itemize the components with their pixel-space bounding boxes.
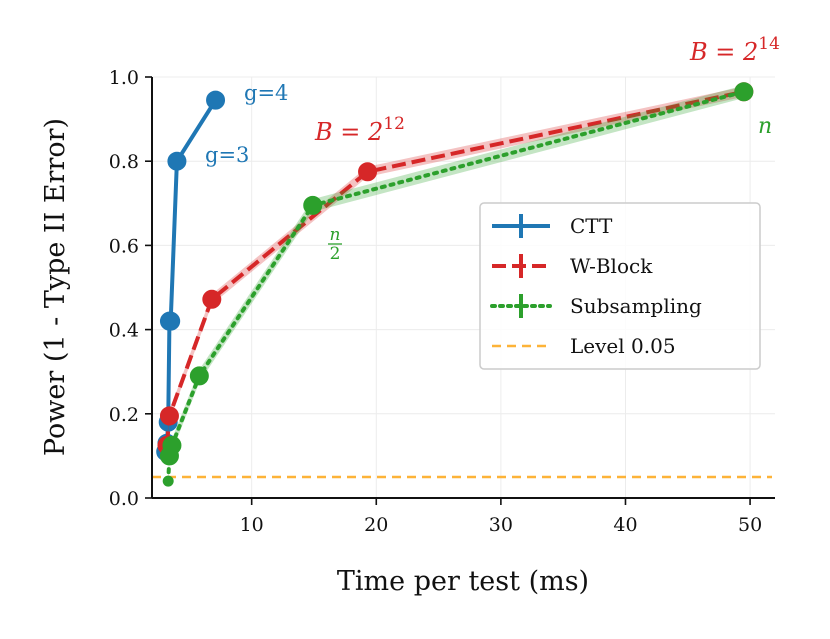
x-tick-label: 20: [364, 514, 388, 536]
legend-label-subsampling: Subsampling: [570, 294, 702, 318]
y-tick-label: 0.0: [109, 488, 139, 510]
y-tick-label: 0.8: [109, 151, 139, 173]
point-subsampling: [734, 82, 754, 102]
band-subsampling: [168, 85, 744, 488]
y-axis-label: Power (1 - Type II Error): [40, 118, 71, 456]
legend-item-level: Level 0.05: [492, 334, 676, 358]
point-ctt: [167, 151, 187, 171]
legend-label-level: Level 0.05: [570, 334, 676, 358]
point-subsampling: [162, 475, 174, 487]
x-tick-label: 50: [738, 514, 762, 536]
annotation-b14-base: B = 2: [689, 38, 758, 66]
annotation-b12: B = 212: [314, 114, 405, 146]
annotation-n-half-numerator: n: [330, 225, 341, 245]
y-tick-label: 0.4: [109, 320, 139, 342]
y-tick-label: 0.2: [109, 404, 139, 426]
point-subsampling: [303, 195, 323, 215]
legend: CTT W-Block Subsampling Level 0.05: [479, 202, 761, 370]
point-subsampling: [162, 435, 182, 455]
annotations: g=4 g=3 B = 212 B = 214 n n 2: [205, 34, 780, 264]
legend-label-ctt: CTT: [570, 214, 613, 238]
annotation-n-half-denominator: 2: [330, 244, 341, 264]
annotation-g3: g=3: [205, 143, 249, 167]
series-subsampling: [159, 82, 754, 488]
point-w-block: [159, 406, 179, 426]
point-ctt: [206, 90, 226, 110]
legend-item-w-block: W-Block: [492, 254, 653, 278]
annotation-b14: B = 214: [689, 34, 780, 66]
annotation-b12-base: B = 2: [314, 118, 383, 146]
series-layer: [156, 82, 754, 488]
point-ctt: [161, 311, 181, 331]
point-w-block: [202, 289, 222, 309]
axis-ticks: 10 20 30 40 50 0.0 0.2 0.4 0.6 0.8 1.0: [109, 67, 762, 536]
x-tick-label: 10: [240, 514, 264, 536]
legend-item-ctt: CTT: [492, 214, 613, 238]
legend-label-w-block: W-Block: [570, 254, 653, 278]
annotation-n: n: [758, 114, 772, 139]
annotation-b12-exponent: 12: [383, 114, 405, 134]
point-subsampling: [189, 366, 209, 386]
point-w-block: [358, 162, 378, 182]
x-axis-label: Time per test (ms): [337, 566, 589, 597]
legend-item-subsampling: Subsampling: [490, 294, 702, 318]
x-tick-label: 30: [489, 514, 513, 536]
annotation-g4: g=4: [244, 81, 288, 105]
legend-box: [479, 202, 761, 370]
annotation-n-half: n 2: [328, 225, 342, 264]
y-tick-label: 1.0: [109, 67, 139, 89]
y-tick-label: 0.6: [109, 235, 139, 257]
annotation-b14-exponent: 14: [758, 34, 780, 54]
x-tick-label: 40: [613, 514, 637, 536]
